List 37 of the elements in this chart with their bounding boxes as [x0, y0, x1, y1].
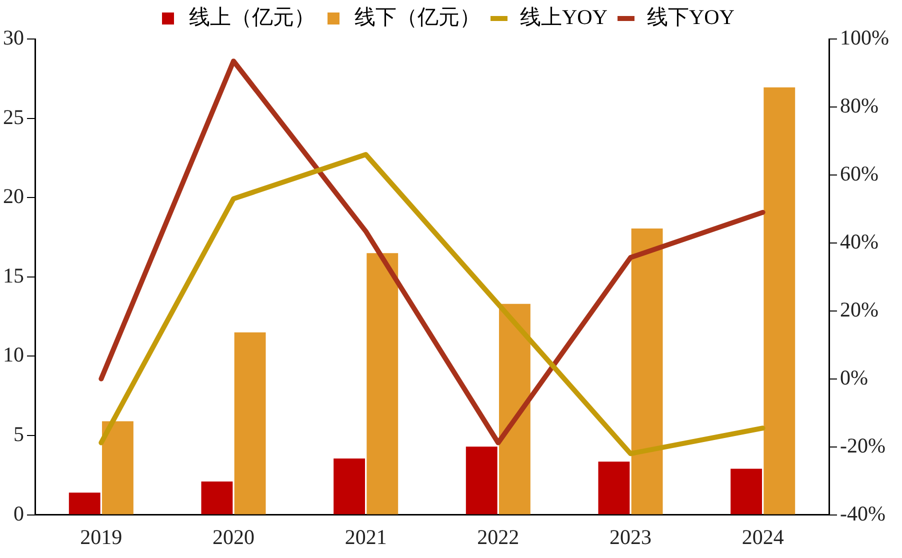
- y-tick-label: 20: [3, 184, 24, 208]
- bar: [366, 253, 398, 514]
- y-tick-label: 10: [3, 342, 24, 367]
- y2-tick-label: 60%: [840, 161, 879, 186]
- y-tick-label: 0: [14, 501, 24, 526]
- bar: [466, 446, 498, 514]
- bar: [499, 304, 530, 514]
- x-tick-label: 2019: [80, 524, 122, 549]
- y2-tick-label: -20%: [840, 433, 886, 458]
- y2-tick-label: -40%: [840, 501, 886, 526]
- bar: [598, 462, 630, 514]
- y2-tick-label: 0%: [840, 365, 868, 390]
- y-tick-label: 15: [3, 263, 24, 288]
- bar: [631, 228, 663, 514]
- y-tick-label: 25: [3, 104, 24, 129]
- bar: [334, 458, 366, 514]
- y2-tick-label: 80%: [840, 93, 879, 118]
- y-tick-label: 30: [3, 26, 24, 50]
- legend-label: 线下YOY: [647, 5, 734, 30]
- bar: [68, 492, 100, 514]
- x-tick-label: 2020: [212, 524, 254, 549]
- y2-tick-label: 20%: [840, 297, 879, 322]
- y2-tick-label: 40%: [840, 229, 879, 254]
- bar: [234, 332, 266, 514]
- x-tick-label: 2024: [742, 524, 784, 549]
- legend-label: 线上YOY: [520, 5, 608, 30]
- y2-tick-label: 100%: [840, 26, 890, 50]
- legend-label: 线上（亿元）: [189, 5, 316, 30]
- x-tick-label: 2021: [344, 524, 387, 549]
- bar: [201, 481, 233, 514]
- x-tick-label: 2022: [477, 524, 520, 549]
- y-tick-label: 5: [14, 422, 24, 446]
- bar: [764, 87, 796, 514]
- bar: [730, 468, 762, 514]
- x-tick-label: 2023: [610, 524, 652, 549]
- legend-label: 线下（亿元）: [354, 5, 481, 30]
- bar: [102, 421, 134, 514]
